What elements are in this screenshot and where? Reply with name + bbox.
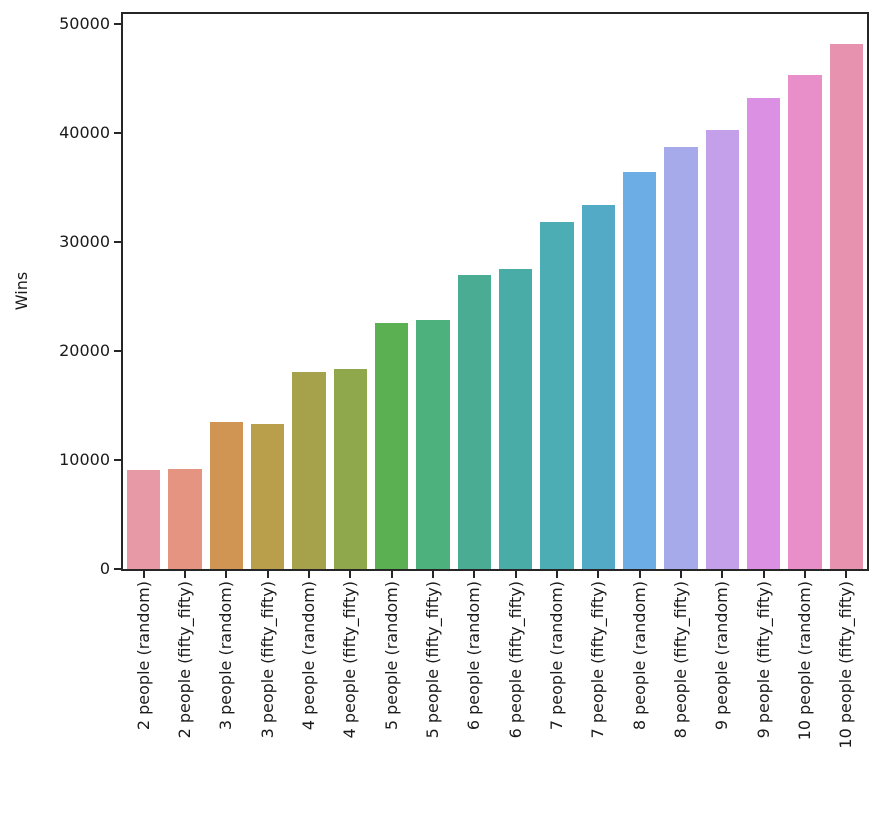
bar — [416, 320, 450, 569]
y-tick-mark — [114, 240, 121, 243]
x-tick-mark — [638, 571, 641, 578]
x-tick-mark — [804, 571, 806, 578]
bar — [623, 172, 657, 569]
x-tick-mark — [845, 571, 848, 578]
x-tick-label: 6 people (fifty_fifty) — [505, 581, 525, 739]
x-tick-label: 9 people (fifty_fifty) — [753, 581, 773, 739]
bar — [581, 205, 615, 569]
x-tick-mark — [266, 571, 269, 578]
x-tick-label: 9 people (random) — [712, 581, 732, 731]
y-tick-label: 40000 — [59, 122, 110, 142]
bar — [292, 371, 326, 569]
bar — [375, 323, 409, 569]
bar — [209, 421, 243, 569]
x-tick-mark — [432, 571, 434, 578]
x-tick-mark — [680, 571, 682, 578]
x-tick-mark — [390, 571, 393, 578]
y-tick-label: 20000 — [59, 340, 110, 360]
bar — [168, 469, 202, 569]
x-tick-label: 7 people (random) — [547, 581, 566, 731]
x-tick-mark — [721, 571, 724, 578]
x-tick-label: 10 people (random) — [795, 581, 814, 741]
x-tick-mark — [597, 571, 600, 578]
x-tick-label: 3 people (fifty_fifty) — [257, 581, 277, 739]
plot-area — [121, 12, 869, 571]
x-tick-label: 10 people (fifty_fifty) — [836, 581, 856, 749]
y-tick-label: 10000 — [59, 449, 110, 469]
y-tick-mark — [114, 22, 121, 25]
y-tick-mark — [114, 131, 121, 134]
bar — [747, 97, 781, 569]
bar — [127, 470, 161, 569]
bar — [829, 43, 863, 569]
x-tick-label: 5 people (random) — [381, 581, 401, 731]
y-tick-mark — [114, 458, 121, 461]
x-tick-mark — [762, 571, 765, 578]
x-tick-label: 8 people (fifty_fifty) — [671, 581, 690, 739]
x-tick-label: 6 people (random) — [464, 581, 484, 731]
x-tick-label: 2 people (random) — [133, 581, 153, 731]
y-tick-mark — [114, 349, 121, 352]
y-tick-label: 50000 — [59, 13, 110, 33]
x-tick-label: 4 people (fifty_fifty) — [340, 581, 360, 739]
bar — [664, 147, 698, 569]
bar — [540, 222, 574, 569]
bar — [333, 369, 367, 569]
x-tick-mark — [556, 571, 558, 578]
y-tick-label: 0 — [99, 559, 110, 578]
x-tick-mark — [349, 571, 352, 578]
x-tick-mark — [308, 571, 310, 578]
x-tick-label: 5 people (fifty_fifty) — [423, 581, 442, 739]
bar — [788, 75, 822, 569]
x-tick-label: 4 people (random) — [299, 581, 318, 731]
x-tick-label: 2 people (fifty_fifty) — [175, 581, 194, 739]
y-tick-mark — [114, 568, 121, 570]
x-tick-label: 3 people (random) — [216, 581, 236, 731]
bar — [251, 423, 285, 569]
bar — [499, 269, 533, 569]
x-tick-mark — [142, 571, 145, 578]
bar — [457, 275, 491, 569]
x-tick-label: 7 people (fifty_fifty) — [588, 581, 608, 739]
x-tick-mark — [514, 571, 517, 578]
x-tick-mark — [473, 571, 476, 578]
bar — [705, 130, 739, 569]
y-tick-label: 30000 — [59, 231, 110, 251]
x-tick-mark — [225, 571, 228, 578]
x-tick-label: 8 people (random) — [629, 581, 649, 731]
x-tick-mark — [184, 571, 186, 578]
